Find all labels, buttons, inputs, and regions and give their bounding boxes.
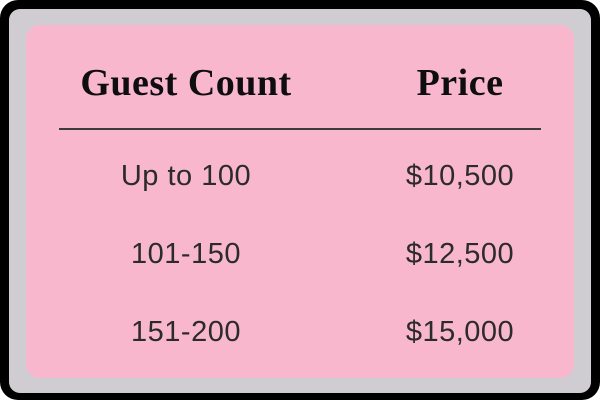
table-row: 151-200 $15,000 (26, 293, 574, 371)
column-header-price: Price (416, 62, 504, 104)
guest-count-value: Up to 100 (120, 159, 252, 192)
table-row: Up to 100 $10,500 (26, 137, 574, 215)
guest-count-value: 101-150 (131, 237, 241, 270)
header-divider (59, 128, 541, 130)
column-header-guest-count: Guest Count (80, 62, 292, 104)
table-body: Up to 100 $10,500 101-150 $12,500 151-20… (26, 137, 574, 371)
price-value: $15,000 (405, 315, 515, 348)
card-shadow-ring: Guest Count Price Up to 100 $10,500 101-… (9, 9, 591, 393)
pricing-card: Guest Count Price Up to 100 $10,500 101-… (26, 25, 574, 378)
guest-count-value: 151-200 (131, 315, 241, 348)
table-row: 101-150 $12,500 (26, 215, 574, 293)
table-header-row: Guest Count Price (26, 39, 574, 127)
price-value: $10,500 (405, 159, 515, 192)
price-value: $12,500 (405, 237, 515, 270)
